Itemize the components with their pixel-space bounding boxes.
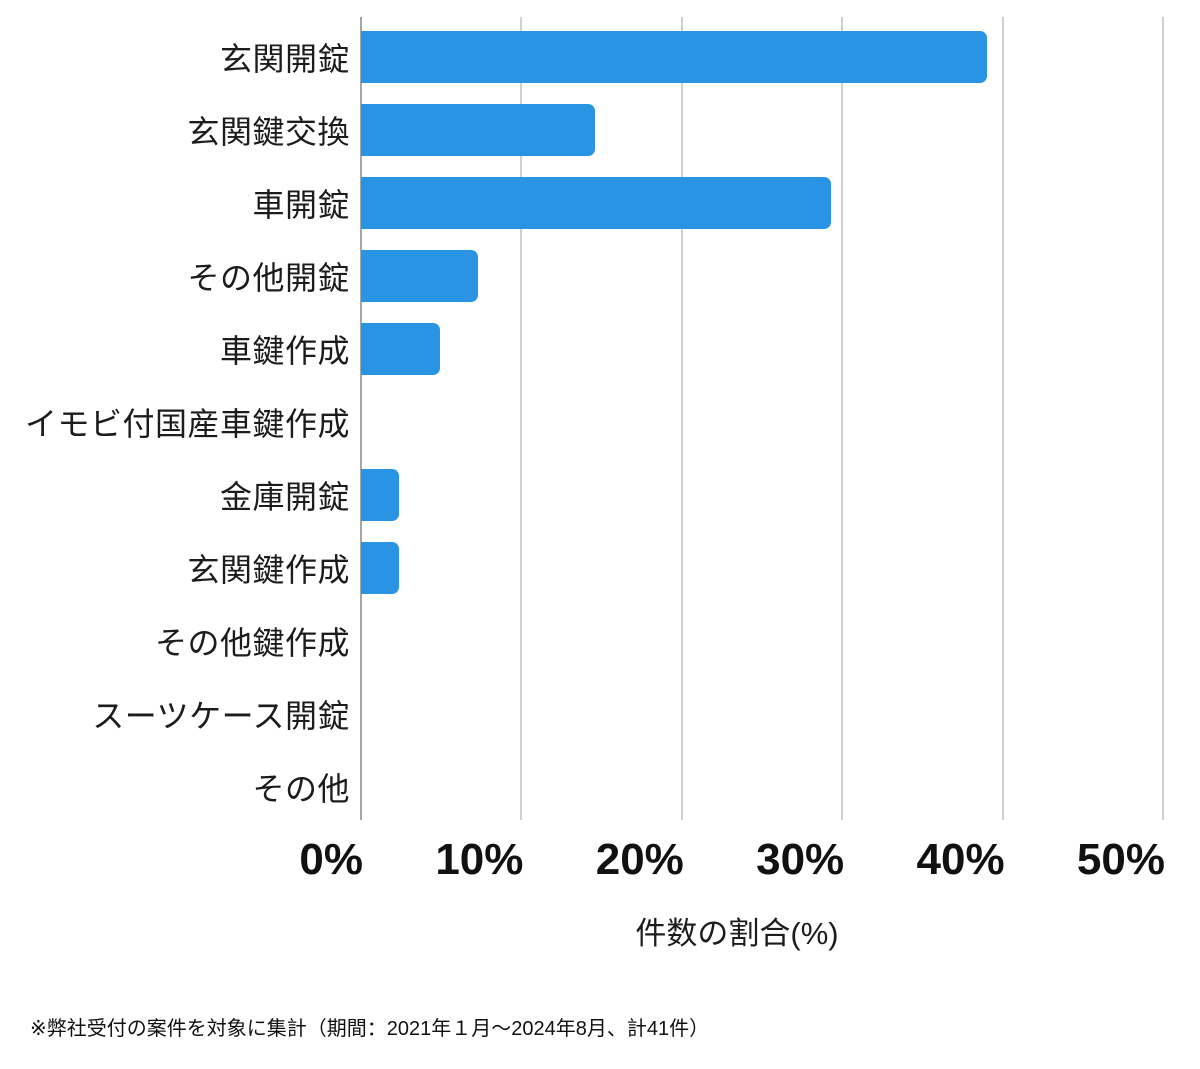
y-axis-category-labels: 玄関開錠玄関鍵交換車開錠その他開錠車鍵作成イモビ付国産車鍵作成金庫開錠玄関鍵作成… <box>0 20 350 823</box>
category-label: 玄関鍵作成 <box>187 551 350 588</box>
category-label: イモビ付国産車鍵作成 <box>24 405 350 442</box>
category-label: スーツケース開錠 <box>92 697 350 734</box>
bar-row <box>361 93 1163 166</box>
bar-row <box>361 239 1163 312</box>
bar <box>361 322 440 375</box>
category-label: 車開錠 <box>252 186 350 223</box>
gridline <box>841 17 844 820</box>
gridline <box>520 17 523 820</box>
zero-axis-line <box>360 17 362 820</box>
bar-row <box>361 20 1163 93</box>
category-label: 車鍵作成 <box>219 332 350 369</box>
category-label: 金庫開錠 <box>219 478 350 515</box>
x-tick-label: 50% <box>1076 835 1165 884</box>
bar-row <box>361 385 1163 458</box>
plot-area <box>360 17 1164 823</box>
gridline <box>1001 17 1004 820</box>
bar-row <box>361 604 1163 677</box>
x-tick-label: 0% <box>299 835 363 884</box>
bar <box>361 30 987 83</box>
gridline <box>1162 17 1164 820</box>
footnote: ※弊社受付の案件を対象に集計（期間：2021年１月～2024年8月、計41件） <box>30 1018 710 1040</box>
x-tick-label: 10% <box>435 835 524 884</box>
category-label: 玄関開錠 <box>219 40 350 77</box>
bar <box>361 541 400 594</box>
bar-row <box>361 677 1163 750</box>
gridline <box>680 17 683 820</box>
bar-row <box>361 312 1163 385</box>
bar-row <box>361 750 1163 823</box>
x-tick-label: 30% <box>756 835 845 884</box>
bar <box>361 103 596 156</box>
bar-row <box>361 166 1163 239</box>
bars-layer <box>361 20 1163 823</box>
category-label: その他鍵作成 <box>154 624 350 661</box>
bar <box>361 176 831 229</box>
bar-row <box>361 531 1163 604</box>
bar-row <box>361 458 1163 531</box>
x-axis-title: 件数の割合(%) <box>635 916 839 951</box>
x-tick-label: 20% <box>595 835 684 884</box>
x-tick-label: 40% <box>916 835 1005 884</box>
category-label: その他 <box>252 770 350 807</box>
bar <box>361 249 479 302</box>
bar <box>361 468 400 521</box>
category-label: 玄関鍵交換 <box>187 113 350 150</box>
category-label: その他開錠 <box>187 259 350 296</box>
